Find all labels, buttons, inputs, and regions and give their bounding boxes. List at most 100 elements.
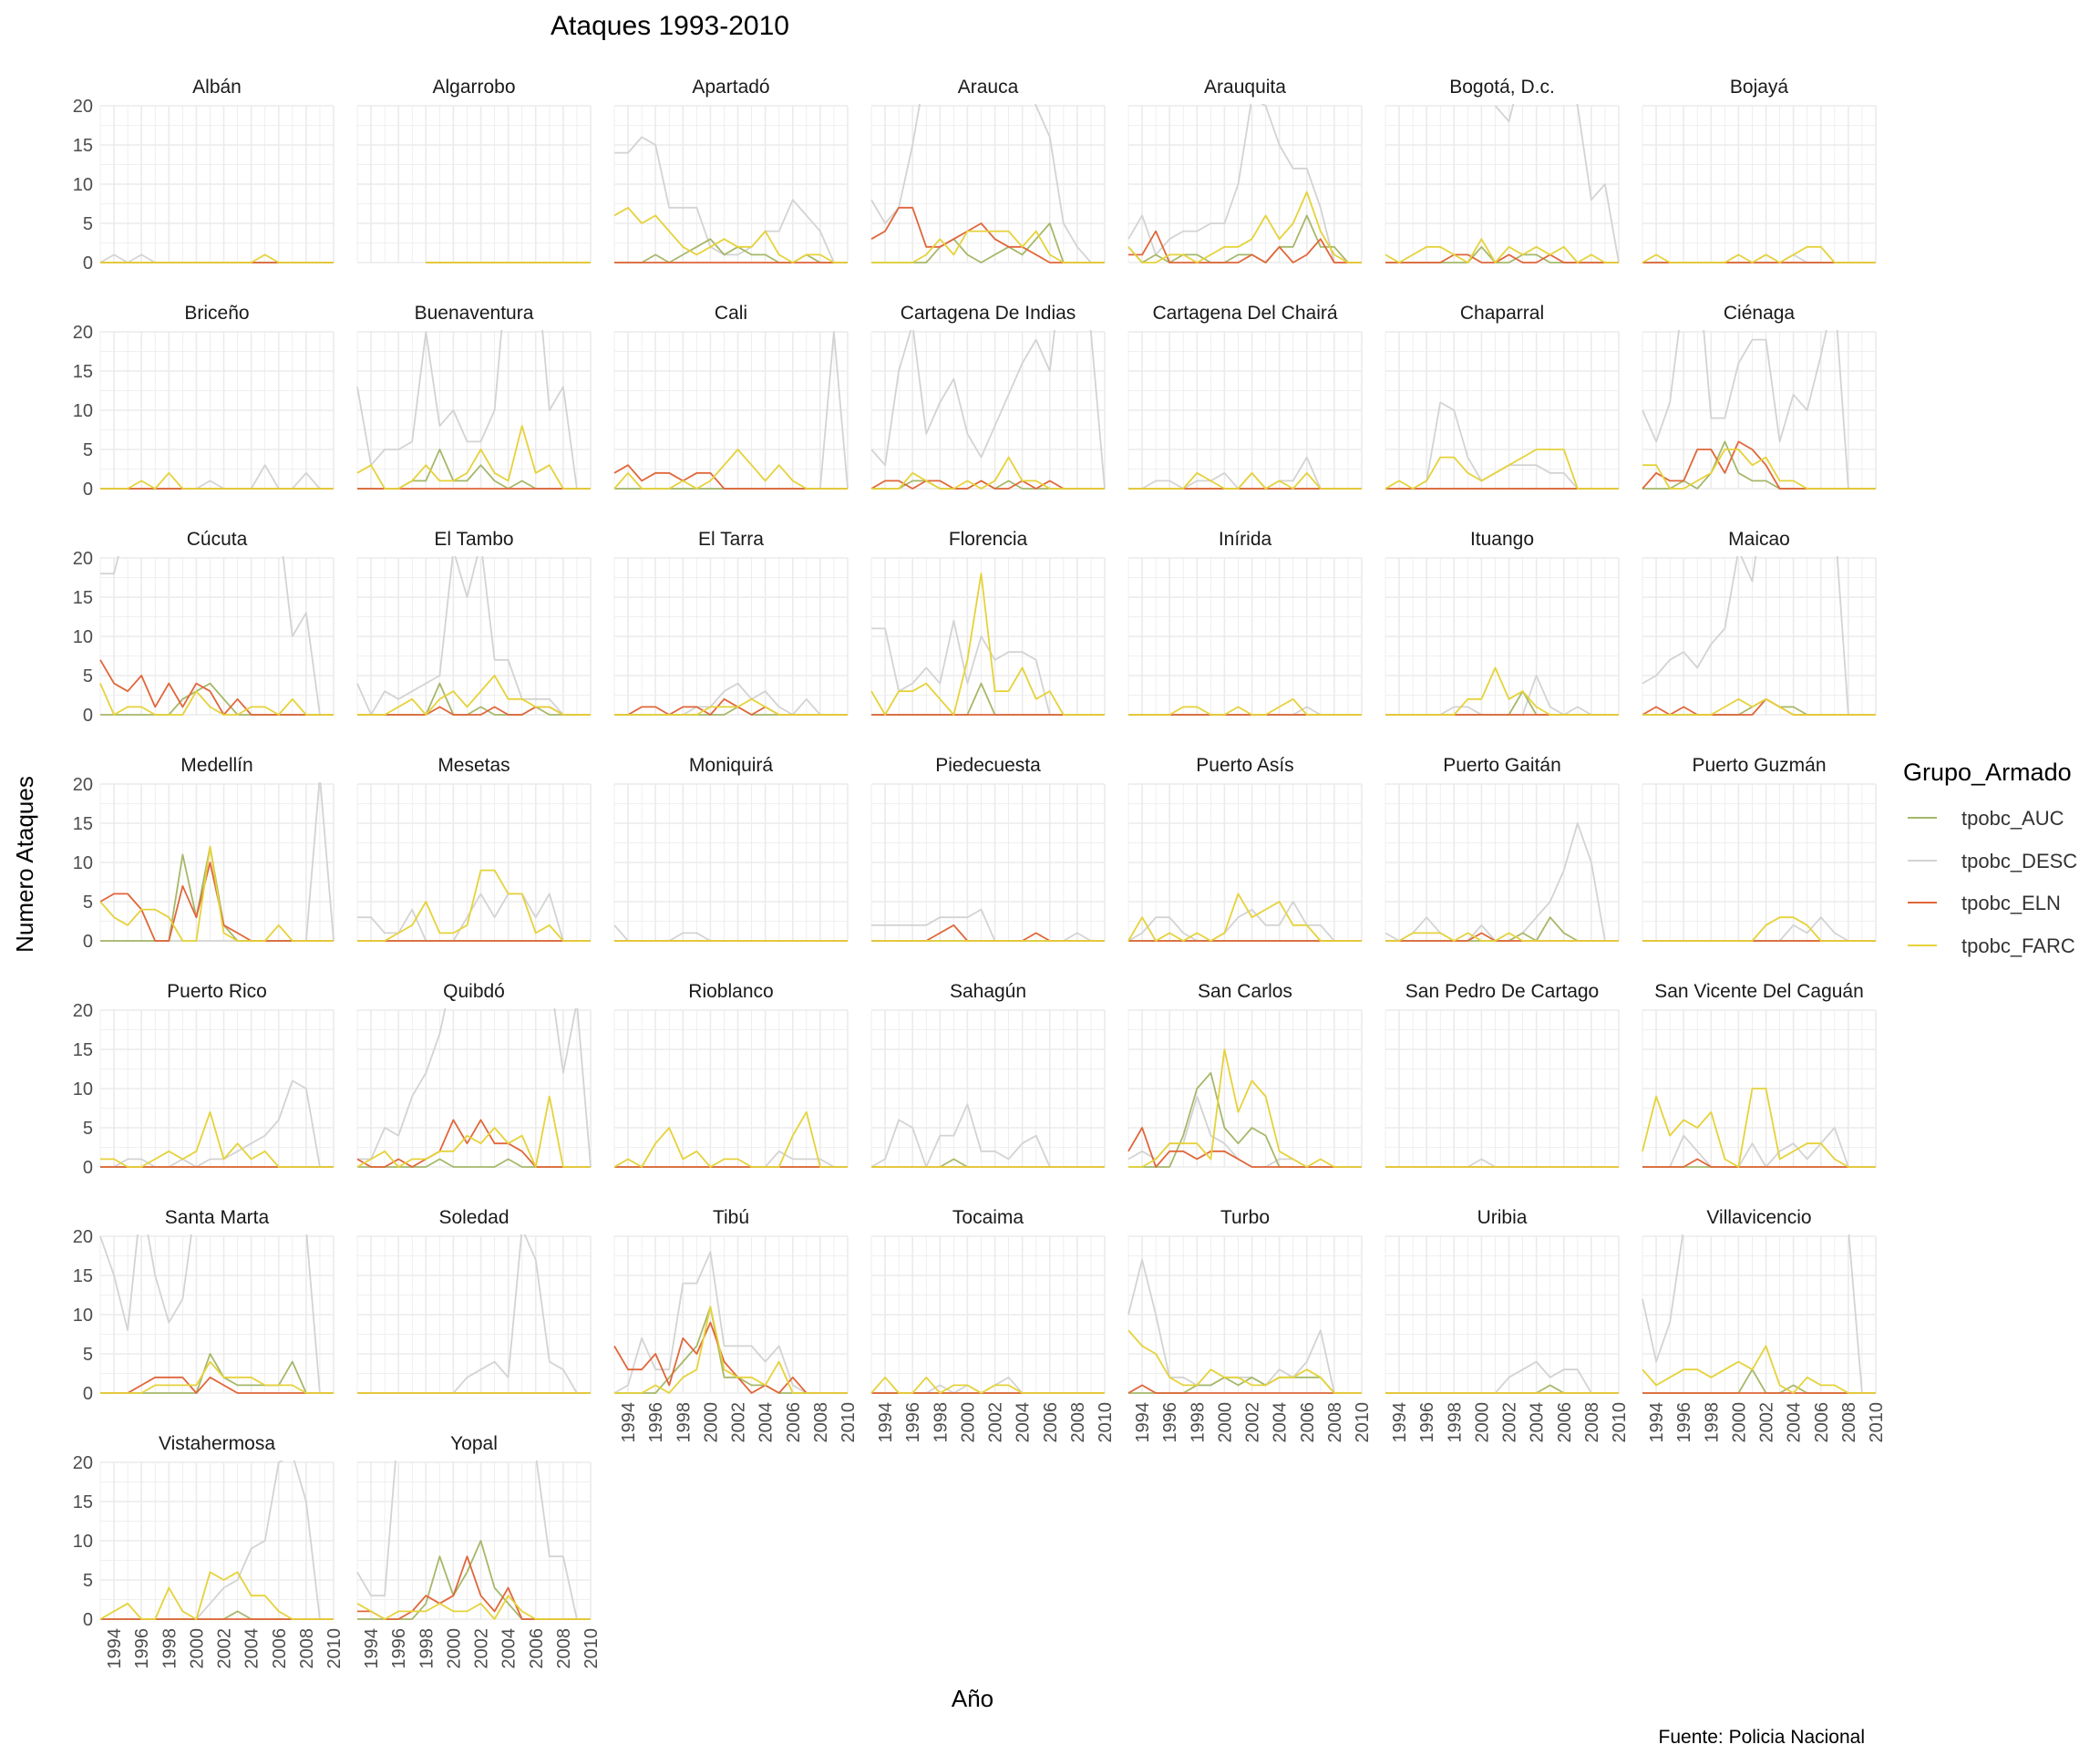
x-tick-label: 1994 xyxy=(619,1402,639,1443)
panel-yopal: Yopal 1994 1996 1998 2000 2002 2004 2006 2008 201… xyxy=(356,1433,602,1669)
panel-series xyxy=(356,556,591,716)
panel-title: Puerto Rico xyxy=(167,981,267,1002)
x-tick-label: 2000 xyxy=(444,1628,464,1669)
panel-series xyxy=(99,1461,334,1620)
panel-buenaventura: Buenaventura xyxy=(356,303,592,490)
panel-tocaima: Tocaima 1994 1996 1998 2000 2002 2004 2006 2008 2… xyxy=(870,1207,1116,1443)
panel-series xyxy=(870,104,1105,263)
panel-title: Buenaventura xyxy=(415,303,534,324)
x-tick-label: 2008 xyxy=(1325,1402,1345,1443)
panel-series xyxy=(1128,697,1362,716)
x-tick-label: 2000 xyxy=(1729,1402,1749,1443)
panel-series xyxy=(99,556,334,716)
y-tick-label: 5 xyxy=(83,1345,93,1365)
series-line-eln xyxy=(1385,253,1619,263)
panel-tibu: Tibú 1994 1996 1998 2000 2002 2004 2006 2008 2010 xyxy=(613,1207,859,1443)
panel-title: San Vicente Del Caguán xyxy=(1654,981,1864,1002)
panel-ituango: Ituango xyxy=(1385,529,1620,716)
panel-title: Turbo xyxy=(1220,1207,1270,1228)
panel-series xyxy=(356,1008,592,1168)
panel-vistahermosa: Vistahermosa 0 5 10 15 20 1994 1996 1998 2000 2002… xyxy=(73,1433,345,1669)
x-tick-label: 2002 xyxy=(215,1628,235,1669)
y-tick-label: 10 xyxy=(73,401,93,421)
panel-series xyxy=(870,573,1105,716)
panel-title: Briceño xyxy=(184,303,249,324)
x-tick-label: 1996 xyxy=(903,1402,923,1443)
series-line-farc xyxy=(1385,449,1619,490)
series-line-eln xyxy=(613,1321,848,1394)
panel-san-vicente-del-caguan: San Vicente Del Caguán xyxy=(1642,981,1877,1168)
x-tick-label: 2000 xyxy=(1472,1402,1492,1443)
series-line-desc xyxy=(870,1103,1105,1168)
x-tick-label: 2008 xyxy=(297,1628,317,1669)
series-line-desc xyxy=(357,1008,592,1168)
y-tick-label: 20 xyxy=(73,775,93,795)
panel-puerto-guzman: Puerto Guzmán xyxy=(1642,755,1877,942)
panel-mesetas: Mesetas xyxy=(356,755,592,942)
panel-series xyxy=(613,1110,848,1168)
series-line-farc xyxy=(870,1376,1105,1394)
series-line-eln xyxy=(100,1376,334,1394)
legend-label-farc: tpobc_FARC xyxy=(1961,934,2075,957)
panel-title: Bogotá, D.c. xyxy=(1449,77,1555,98)
series-line-desc xyxy=(1127,1258,1362,1394)
x-tick-label: 2002 xyxy=(1500,1402,1520,1443)
panel-title: Puerto Asís xyxy=(1196,755,1293,776)
x-tick-label: 2000 xyxy=(701,1402,721,1443)
series-line-farc xyxy=(614,1306,848,1394)
series-line-desc xyxy=(871,1376,1105,1394)
series-line-farc xyxy=(1127,1329,1362,1394)
panel-series xyxy=(99,253,334,263)
panel-series xyxy=(100,1079,334,1168)
panel-series xyxy=(1128,456,1362,490)
series-line-eln xyxy=(1128,230,1362,263)
series-line-farc xyxy=(1385,238,1619,263)
series-line-auc xyxy=(871,682,1105,716)
y-tick-label: 15 xyxy=(73,362,93,382)
panel-series xyxy=(1642,1234,1876,1394)
panel-title: Quibdó xyxy=(443,981,505,1002)
y-tick-label: 0 xyxy=(83,1610,93,1630)
series-line-auc xyxy=(1128,1071,1362,1168)
x-tick-label: 1998 xyxy=(931,1402,951,1443)
legend-title: Grupo_Armado xyxy=(1903,759,2072,786)
panel-series xyxy=(871,908,1105,942)
panel-series xyxy=(1385,104,1620,263)
panel-alban: Albán 0 5 10 15 20 xyxy=(73,77,335,274)
x-tick-label: 2004 xyxy=(242,1628,262,1669)
panel-medellin: Medellín 0 5 10 15 20 xyxy=(73,755,335,952)
x-tick-label: 1994 xyxy=(1133,1402,1153,1443)
panel-cienaga: Ciénaga xyxy=(1642,303,1877,490)
series-line-farc xyxy=(613,1110,848,1168)
panel-title: Mesetas xyxy=(438,755,510,776)
x-tick-label: 2010 xyxy=(839,1402,859,1443)
series-line-desc xyxy=(1385,1360,1619,1394)
panel-series xyxy=(613,924,848,942)
series-line-desc xyxy=(1385,1158,1619,1168)
panel-series xyxy=(1385,401,1619,490)
x-tick-label: 2004 xyxy=(499,1628,520,1669)
x-tick-label: 2010 xyxy=(1610,1402,1630,1443)
panel-cartagena-del-chaira: Cartagena Del Chairá xyxy=(1127,303,1363,490)
panel-series xyxy=(1642,556,1876,716)
y-tick-label: 0 xyxy=(83,706,93,726)
panel-title: Puerto Gaitán xyxy=(1443,755,1561,776)
y-tick-label: 20 xyxy=(73,1227,93,1247)
panel-florencia: Florencia xyxy=(870,529,1106,716)
series-line-desc xyxy=(356,556,591,716)
panel-arauquita: Arauquita xyxy=(1127,77,1363,263)
series-line-farc xyxy=(99,1571,334,1620)
series-line-farc xyxy=(871,230,1105,263)
series-line-desc xyxy=(357,893,591,942)
chart-title: Ataques 1993-2010 xyxy=(551,11,789,41)
series-line-eln xyxy=(1127,1127,1362,1168)
x-tick-label: 2010 xyxy=(1867,1402,1887,1443)
panel-series xyxy=(1642,245,1876,263)
x-tick-label: 2006 xyxy=(1555,1402,1575,1443)
panel-series xyxy=(1385,666,1619,716)
x-tick-label: 1996 xyxy=(1417,1402,1437,1443)
series-line-eln xyxy=(357,1555,591,1620)
x-tick-label: 2002 xyxy=(1243,1402,1263,1443)
panel-title: Villavicencio xyxy=(1706,1207,1811,1228)
panel-cartagena-de-indias: Cartagena De Indias xyxy=(870,303,1106,490)
